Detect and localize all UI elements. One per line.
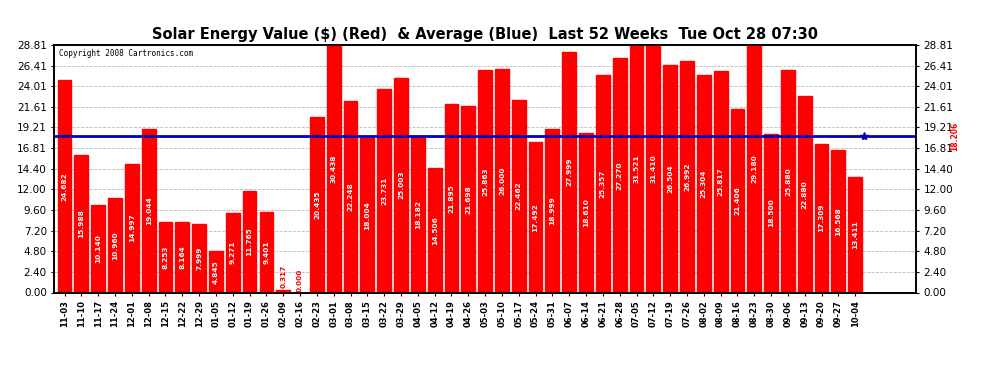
Bar xyxy=(613,58,627,292)
Text: 23.731: 23.731 xyxy=(381,176,387,205)
Text: 25.880: 25.880 xyxy=(785,167,791,196)
Bar xyxy=(192,224,206,292)
Text: 26.504: 26.504 xyxy=(667,164,673,193)
Text: 31.410: 31.410 xyxy=(650,154,656,183)
Bar xyxy=(512,99,526,292)
Bar xyxy=(74,155,88,292)
Bar xyxy=(175,222,189,292)
Bar xyxy=(798,96,812,292)
Text: 22.880: 22.880 xyxy=(802,180,808,209)
Text: 11.765: 11.765 xyxy=(247,228,252,256)
Text: 27.270: 27.270 xyxy=(617,161,623,190)
Bar xyxy=(360,138,374,292)
Bar xyxy=(142,129,155,292)
Text: 31.521: 31.521 xyxy=(634,154,640,183)
Text: 17.309: 17.309 xyxy=(819,204,825,232)
Text: 26.000: 26.000 xyxy=(499,166,505,195)
Text: 18.182: 18.182 xyxy=(415,200,421,229)
Text: 18.610: 18.610 xyxy=(583,198,589,227)
Text: 0.317: 0.317 xyxy=(280,265,286,288)
Text: 24.682: 24.682 xyxy=(61,172,67,201)
Text: 18.999: 18.999 xyxy=(549,196,555,225)
Bar xyxy=(545,129,559,292)
Bar xyxy=(815,144,829,292)
Bar xyxy=(646,45,660,292)
Text: Copyright 2008 Cartronics.com: Copyright 2008 Cartronics.com xyxy=(58,49,193,58)
Bar xyxy=(344,101,357,292)
Text: 14.506: 14.506 xyxy=(432,216,438,244)
Text: 14.997: 14.997 xyxy=(129,214,135,243)
Text: 18.500: 18.500 xyxy=(768,199,774,227)
Bar xyxy=(697,75,711,292)
Bar xyxy=(394,78,408,292)
Bar xyxy=(781,70,795,292)
Text: 13.411: 13.411 xyxy=(852,220,858,249)
Bar xyxy=(747,45,761,292)
Text: 21.406: 21.406 xyxy=(735,186,741,215)
Text: 10.140: 10.140 xyxy=(95,234,101,263)
Bar xyxy=(158,222,172,292)
Bar xyxy=(57,81,71,292)
Bar xyxy=(108,198,122,292)
Bar xyxy=(630,45,644,292)
Text: 10.960: 10.960 xyxy=(112,231,118,260)
Text: 25.003: 25.003 xyxy=(398,171,404,199)
Bar xyxy=(461,106,475,292)
Bar xyxy=(445,104,458,292)
Bar xyxy=(209,251,223,292)
Bar xyxy=(226,213,240,292)
Text: 22.248: 22.248 xyxy=(347,183,353,211)
Bar xyxy=(832,150,845,292)
Text: 20.435: 20.435 xyxy=(314,190,320,219)
Text: 9.271: 9.271 xyxy=(230,241,236,264)
Text: 25.357: 25.357 xyxy=(600,170,606,198)
Text: 9.401: 9.401 xyxy=(263,240,269,264)
Text: 18.206: 18.206 xyxy=(60,104,69,134)
Text: 22.462: 22.462 xyxy=(516,182,522,210)
Text: 25.304: 25.304 xyxy=(701,170,707,198)
Bar xyxy=(91,206,105,292)
Text: 0.000: 0.000 xyxy=(297,268,303,292)
Title: Solar Energy Value ($) (Red)  & Average (Blue)  Last 52 Weeks  Tue Oct 28 07:30: Solar Energy Value ($) (Red) & Average (… xyxy=(152,27,818,42)
Text: 8.164: 8.164 xyxy=(179,246,185,269)
Text: 25.817: 25.817 xyxy=(718,167,724,196)
Text: 29.180: 29.180 xyxy=(751,154,757,183)
Bar xyxy=(714,71,728,292)
Text: 21.698: 21.698 xyxy=(465,185,471,214)
Bar xyxy=(764,134,778,292)
Text: 18.206: 18.206 xyxy=(950,122,959,151)
Bar xyxy=(495,69,509,292)
Text: 25.863: 25.863 xyxy=(482,167,488,196)
Text: 26.992: 26.992 xyxy=(684,162,690,191)
Bar xyxy=(428,168,442,292)
Text: 17.492: 17.492 xyxy=(533,203,539,232)
Text: 16.568: 16.568 xyxy=(836,207,842,236)
Bar xyxy=(731,109,744,292)
Bar xyxy=(663,65,677,292)
Bar xyxy=(848,177,862,292)
Bar xyxy=(478,70,492,292)
Bar xyxy=(243,191,256,292)
Bar xyxy=(680,61,694,292)
Text: 4.845: 4.845 xyxy=(213,260,219,284)
Bar xyxy=(310,117,324,292)
Bar xyxy=(411,136,425,292)
Bar xyxy=(596,75,610,292)
Text: 7.999: 7.999 xyxy=(196,246,202,270)
Bar xyxy=(125,164,139,292)
Text: 8.253: 8.253 xyxy=(162,245,168,269)
Bar xyxy=(327,45,341,292)
Text: 15.988: 15.988 xyxy=(78,209,84,238)
Bar xyxy=(579,133,593,292)
Text: 27.999: 27.999 xyxy=(566,158,572,186)
Bar xyxy=(377,88,391,292)
Bar xyxy=(259,212,273,292)
Text: 21.895: 21.895 xyxy=(448,184,454,213)
Text: 18.004: 18.004 xyxy=(364,201,370,230)
Bar xyxy=(562,52,576,292)
Text: 19.044: 19.044 xyxy=(146,196,151,225)
Bar xyxy=(529,142,543,292)
Text: 30.438: 30.438 xyxy=(331,154,337,183)
Bar xyxy=(276,290,290,292)
